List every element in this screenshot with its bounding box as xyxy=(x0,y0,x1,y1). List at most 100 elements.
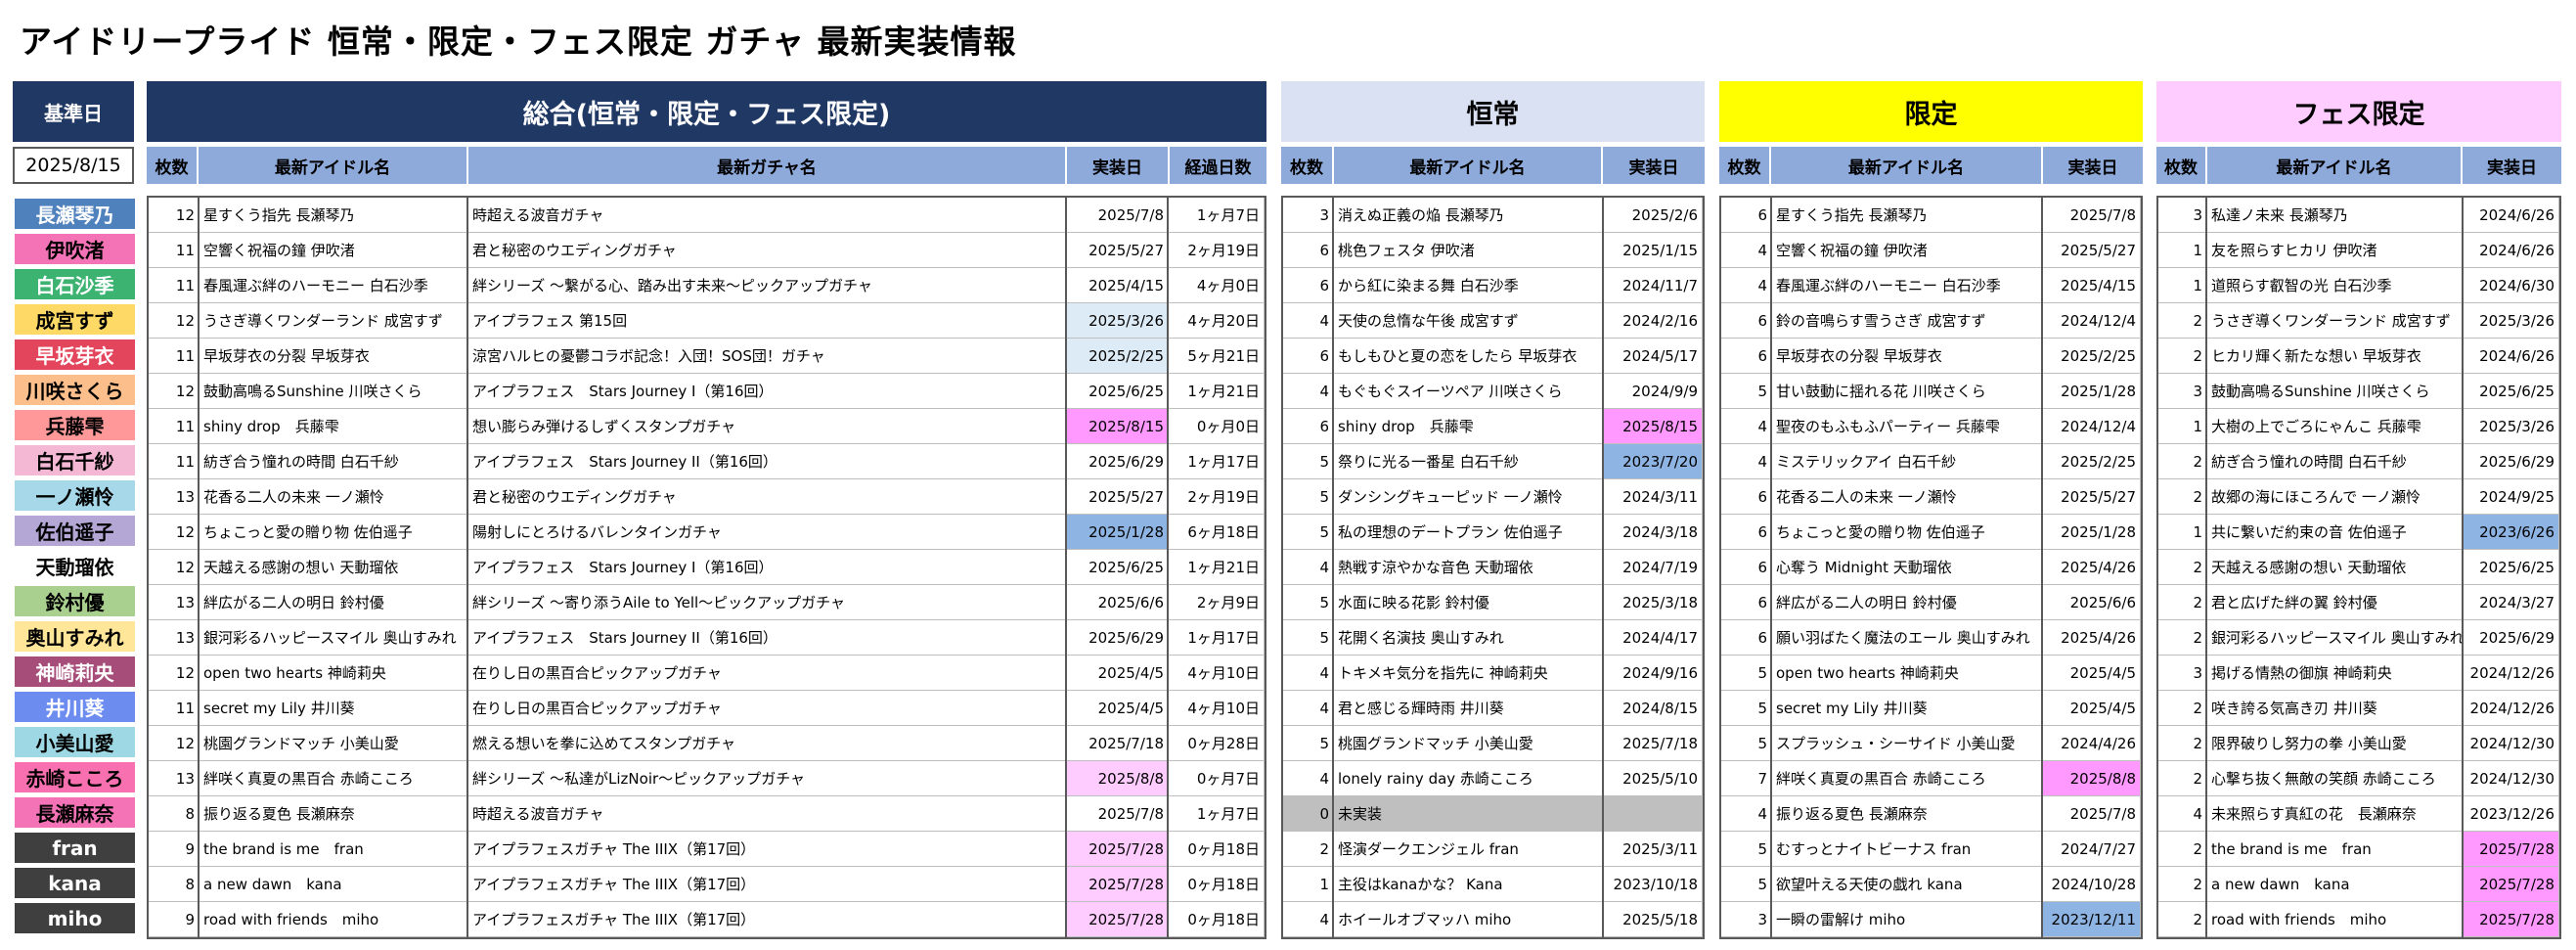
idol-cell[interactable]: ちょこっと愛の贈り物 佐伯遥子 xyxy=(200,515,468,550)
count-cell[interactable]: 11 xyxy=(149,339,200,374)
elapsed-cell[interactable]: 2ヶ月19日 xyxy=(1169,479,1265,515)
date-cell[interactable]: 2025/6/29 xyxy=(1067,620,1169,656)
date-cell[interactable]: 2025/5/27 xyxy=(1067,479,1169,515)
idol-cell[interactable]: 春風運ぶ絆のハーモニー 白石沙季 xyxy=(200,268,468,303)
date-cell[interactable]: 2025/4/26 xyxy=(2043,620,2141,656)
date-cell[interactable]: 2024/4/26 xyxy=(2043,726,2141,761)
count-cell[interactable]: 4 xyxy=(1721,409,1772,444)
idol-cell[interactable]: 君と広げた絆の翼 鈴村優 xyxy=(2207,585,2464,620)
idol-cell[interactable]: 祭りに光る一番星 白石千紗 xyxy=(1334,444,1604,479)
elapsed-cell[interactable]: 4ヶ月20日 xyxy=(1169,303,1265,339)
idol-cell[interactable]: 空響く祝福の鐘 伊吹渚 xyxy=(200,233,468,268)
count-cell[interactable]: 6 xyxy=(1283,339,1334,374)
date-cell[interactable]: 2025/6/6 xyxy=(1067,585,1169,620)
date-cell[interactable]: 2025/1/28 xyxy=(2043,515,2141,550)
count-cell[interactable]: 6 xyxy=(1721,585,1772,620)
date-cell[interactable]: 2025/7/8 xyxy=(1067,796,1169,832)
idol-cell[interactable]: 願い羽ばたく魔法のエール 奥山すみれ xyxy=(1772,620,2043,656)
idol-cell[interactable]: open two hearts 神崎莉央 xyxy=(200,656,468,691)
date-cell[interactable]: 2025/7/18 xyxy=(1604,726,1703,761)
count-cell[interactable]: 13 xyxy=(149,585,200,620)
date-cell[interactable]: 2024/12/26 xyxy=(2464,656,2559,691)
date-cell[interactable]: 2024/8/15 xyxy=(1604,691,1703,726)
date-cell[interactable]: 2024/7/27 xyxy=(2043,832,2141,867)
idol-cell[interactable]: 花香る二人の未来 一ノ瀬怜 xyxy=(1772,479,2043,515)
date-cell[interactable]: 2025/7/28 xyxy=(1067,832,1169,867)
idol-cell[interactable]: 未来照らす真紅の花 長瀬麻奈 xyxy=(2207,796,2464,832)
idol-cell[interactable]: 絆咲く真夏の黒百合 赤崎こころ xyxy=(200,761,468,796)
count-cell[interactable]: 3 xyxy=(2158,374,2207,409)
count-cell[interactable]: 6 xyxy=(1721,339,1772,374)
date-cell[interactable]: 2025/5/27 xyxy=(2043,479,2141,515)
gacha-cell[interactable]: アイプラフェス Stars Journey I（第16回） xyxy=(468,374,1067,409)
idol-cell[interactable]: 振り返る夏色 長瀬麻奈 xyxy=(200,796,468,832)
date-cell[interactable]: 2025/7/18 xyxy=(1067,726,1169,761)
idol-cell[interactable]: 大樹の上でごろにゃんこ 兵藤雫 xyxy=(2207,409,2464,444)
count-cell[interactable]: 1 xyxy=(2158,409,2207,444)
count-cell[interactable]: 11 xyxy=(149,268,200,303)
date-cell[interactable]: 2025/7/8 xyxy=(2043,198,2141,233)
count-cell[interactable]: 12 xyxy=(149,515,200,550)
count-cell[interactable]: 5 xyxy=(1283,515,1334,550)
count-cell[interactable]: 12 xyxy=(149,726,200,761)
idol-cell[interactable]: スプラッシュ・シーサイド 小美山愛 xyxy=(1772,726,2043,761)
elapsed-cell[interactable]: 1ヶ月17日 xyxy=(1169,620,1265,656)
idol-cell[interactable]: 空響く祝福の鐘 伊吹渚 xyxy=(1772,233,2043,268)
date-cell[interactable]: 2025/8/8 xyxy=(1067,761,1169,796)
idol-cell[interactable]: 銀河彩るハッピースマイル 奥山すみれ xyxy=(200,620,468,656)
count-cell[interactable]: 4 xyxy=(1283,374,1334,409)
idol-cell[interactable]: 絆広がる二人の明日 鈴村優 xyxy=(1772,585,2043,620)
elapsed-cell[interactable]: 0ヶ月18日 xyxy=(1169,902,1265,937)
date-cell[interactable]: 2025/8/8 xyxy=(2043,761,2141,796)
count-cell[interactable]: 2 xyxy=(2158,339,2207,374)
date-cell[interactable]: 2025/6/29 xyxy=(2464,620,2559,656)
count-cell[interactable]: 8 xyxy=(149,796,200,832)
idol-cell[interactable]: shiny drop 兵藤雫 xyxy=(1334,409,1604,444)
idol-cell[interactable]: a new dawn kana xyxy=(200,867,468,902)
idol-cell[interactable]: 消えぬ正義の焔 長瀬琴乃 xyxy=(1334,198,1604,233)
idol-cell[interactable]: 友を照らすヒカリ 伊吹渚 xyxy=(2207,233,2464,268)
date-cell[interactable]: 2024/3/18 xyxy=(1604,515,1703,550)
date-cell[interactable]: 2025/3/26 xyxy=(2464,409,2559,444)
idol-cell[interactable]: 早坂芽衣の分裂 早坂芽衣 xyxy=(200,339,468,374)
gacha-cell[interactable]: 想い膨らみ弾けるしずくスタンプガチャ xyxy=(468,409,1067,444)
count-cell[interactable]: 4 xyxy=(1283,656,1334,691)
elapsed-cell[interactable]: 0ヶ月18日 xyxy=(1169,832,1265,867)
gacha-cell[interactable]: 燃える想いを拳に込めてスタンプガチャ xyxy=(468,726,1067,761)
elapsed-cell[interactable]: 4ヶ月10日 xyxy=(1169,691,1265,726)
date-cell[interactable]: 2025/2/25 xyxy=(2043,444,2141,479)
count-cell[interactable]: 5 xyxy=(1721,832,1772,867)
date-cell[interactable]: 2024/6/26 xyxy=(2464,198,2559,233)
idol-cell[interactable]: 天越える感謝の想い 天動瑠依 xyxy=(200,550,468,585)
date-cell[interactable]: 2025/1/28 xyxy=(2043,374,2141,409)
gacha-cell[interactable]: アイプラフェス Stars Journey I（第16回） xyxy=(468,550,1067,585)
date-cell[interactable]: 2024/3/27 xyxy=(2464,585,2559,620)
idol-cell[interactable]: 掲げる情熱の御旗 神崎莉央 xyxy=(2207,656,2464,691)
count-cell[interactable]: 2 xyxy=(2158,867,2207,902)
idol-cell[interactable]: 一瞬の雷解け miho xyxy=(1772,902,2043,937)
idol-cell[interactable]: 水面に映る花影 鈴村優 xyxy=(1334,585,1604,620)
count-cell[interactable]: 6 xyxy=(1721,515,1772,550)
idol-cell[interactable]: 咲き誇る気高き刃 井川葵 xyxy=(2207,691,2464,726)
idol-cell[interactable]: 甘い鼓動に揺れる花 川咲さくら xyxy=(1772,374,2043,409)
date-cell[interactable]: 2025/3/18 xyxy=(1604,585,1703,620)
date-cell[interactable]: 2025/3/26 xyxy=(2464,303,2559,339)
count-cell[interactable]: 5 xyxy=(1721,726,1772,761)
idol-cell[interactable]: ダンシングキューピッド 一ノ瀬怜 xyxy=(1334,479,1604,515)
count-cell[interactable]: 3 xyxy=(2158,198,2207,233)
count-cell[interactable]: 11 xyxy=(149,409,200,444)
elapsed-cell[interactable]: 6ヶ月18日 xyxy=(1169,515,1265,550)
date-cell[interactable]: 2025/6/25 xyxy=(2464,550,2559,585)
count-cell[interactable]: 2 xyxy=(1283,832,1334,867)
count-cell[interactable]: 4 xyxy=(1283,550,1334,585)
idol-cell[interactable]: 私達ノ未来 長瀬琴乃 xyxy=(2207,198,2464,233)
date-cell[interactable]: 2025/4/15 xyxy=(2043,268,2141,303)
date-cell[interactable]: 2025/7/28 xyxy=(2464,902,2559,937)
elapsed-cell[interactable]: 0ヶ月0日 xyxy=(1169,409,1265,444)
idol-cell[interactable]: open two hearts 神崎莉央 xyxy=(1772,656,2043,691)
count-cell[interactable]: 4 xyxy=(1721,268,1772,303)
date-cell[interactable]: 2024/9/9 xyxy=(1604,374,1703,409)
count-cell[interactable]: 12 xyxy=(149,198,200,233)
idol-cell[interactable]: road with friends miho xyxy=(200,902,468,937)
count-cell[interactable]: 6 xyxy=(1283,268,1334,303)
